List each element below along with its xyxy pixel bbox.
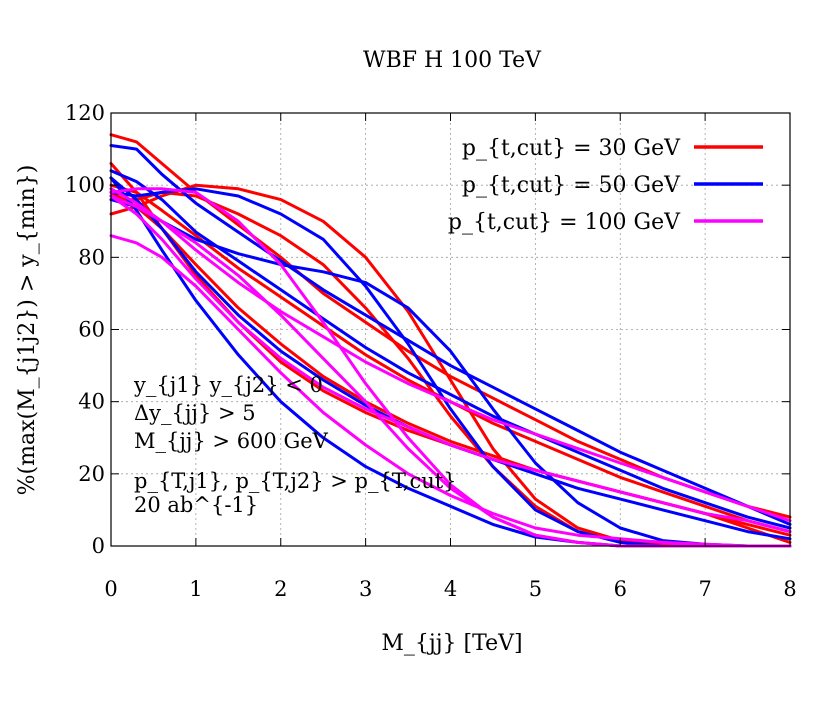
series-layer	[109, 133, 792, 548]
x-axis-label: M_{jj} [TeV]	[381, 631, 522, 656]
series-line-14	[109, 194, 792, 534]
annotations: y_{j1} y_{j2} < 0 Δy_{jj} > 5 M_{jj} > 600…	[133, 373, 457, 517]
annotation-1: y_{j1} y_{j2} < 0	[133, 373, 323, 397]
y-tick-label: 40	[78, 390, 105, 414]
y-tick-label: 20	[78, 462, 105, 486]
series-line-13	[109, 187, 792, 523]
x-tick-label: 0	[104, 577, 117, 601]
annotation-5: 20 ab^{-1}	[134, 493, 258, 517]
y-tick-label: 60	[78, 318, 105, 342]
series-line-7	[109, 144, 792, 526]
legend-label-2: p_{t,cut} = 50 GeV	[462, 173, 681, 198]
x-tick-label: 3	[359, 577, 372, 601]
legend-label-1: p_{t,cut} = 30 GeV	[462, 136, 681, 161]
y-tick-label: 100	[65, 173, 105, 197]
y-tick-label: 120	[65, 101, 105, 125]
x-tick-label: 1	[189, 577, 202, 601]
y-axis-label: %(max(M_{j1j2}) > y_{min})	[15, 165, 40, 496]
series-line-2	[109, 183, 792, 534]
annotation-2: Δy_{jj} > 5	[134, 401, 256, 425]
x-tick-label: 5	[529, 577, 542, 601]
x-tick-label: 6	[614, 577, 627, 601]
x-tick-label: 8	[783, 577, 796, 601]
legend-label-3: p_{t,cut} = 100 GeV	[448, 210, 681, 235]
annotation-4: p_{T,j1}, p_{T,j2} > p_{T,cut}	[134, 469, 457, 493]
x-tick-label: 2	[274, 577, 287, 601]
x-tick-label: 4	[444, 577, 457, 601]
x-tick-label: 7	[698, 577, 711, 601]
chart-title: WBF H 100 TeV	[363, 48, 542, 73]
annotation-3: M_{jj} > 600 GeV	[134, 429, 329, 453]
y-tick-label: 0	[92, 534, 105, 558]
y-tick-label: 80	[78, 245, 105, 269]
series-line-15	[109, 234, 792, 548]
legend: p_{t,cut} = 30 GeV p_{t,cut} = 50 GeV p_{t…	[448, 136, 763, 235]
series-line-8	[109, 169, 792, 530]
